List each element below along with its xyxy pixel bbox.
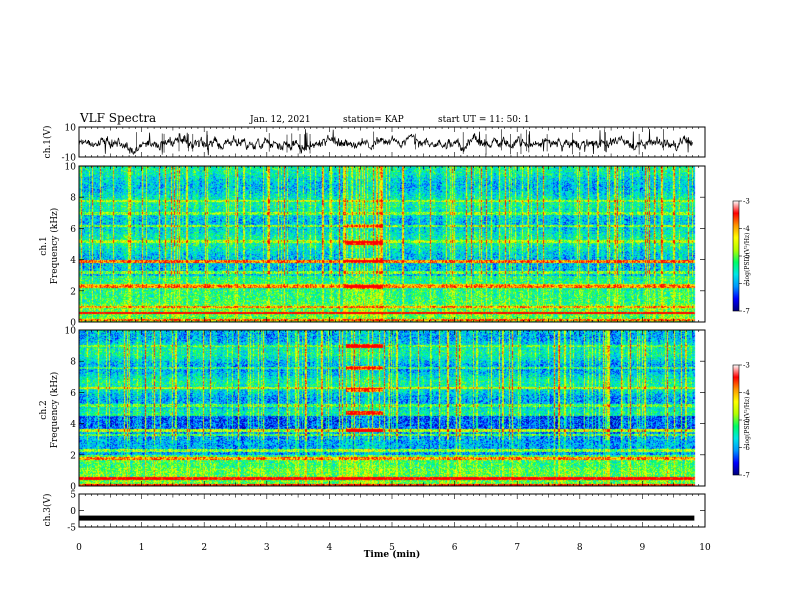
y-tick-label: 8 xyxy=(70,358,76,368)
y-tick-label: 8 xyxy=(70,194,76,204)
ch2-spectrogram-ylabel-line2: Frequency (kHz) xyxy=(49,372,60,449)
x-tick-label: 3 xyxy=(264,543,270,553)
x-tick-label: 2 xyxy=(201,543,207,553)
ch1-waveform-panel: 10 -10 xyxy=(62,124,706,164)
ch2-spectrogram-panel: 0 2 4 6 8 10 xyxy=(65,327,706,493)
y-tick-label: 10 xyxy=(65,327,77,337)
ch1-colorbar-label: log(PSD)(V²/Hz) xyxy=(744,233,751,282)
colorbar-strip xyxy=(732,200,740,312)
y-tick-label: 4 xyxy=(70,256,76,266)
colorbar-tick-label: -7 xyxy=(743,308,750,316)
ch2-spectrogram-ylabel-line1: ch.2 xyxy=(39,400,49,419)
x-tick-label: 5 xyxy=(389,543,395,553)
colorbar-strip xyxy=(732,364,740,476)
ch1-spectrogram-image xyxy=(79,166,705,322)
y-tick-label: 2 xyxy=(70,451,76,461)
colorbar-tick-label: -5 xyxy=(743,253,750,261)
y-tick-label: 0 xyxy=(70,483,76,493)
ch1-waveform-ylabel: ch.1(V) xyxy=(42,126,53,159)
ch2-colorbar-label: log(PSD)(V²/Hz) xyxy=(744,397,751,446)
ch1-spectrogram-ylabel-line1: ch.1 xyxy=(39,236,49,255)
x-tick-label: 9 xyxy=(640,543,646,553)
x-tick-label: 10 xyxy=(699,543,711,553)
ch1-colorbar: -3 -4 -5 -6 -7 xyxy=(732,198,750,316)
figure-station: station= KAP xyxy=(343,115,404,125)
y-tick-label: -5 xyxy=(67,524,76,534)
figure-start-time: start UT = 11: 50: 1 xyxy=(438,115,530,125)
x-tick-label: 0 xyxy=(76,543,82,553)
ch3-waveform-panel: 5 0 -5 xyxy=(67,491,706,534)
y-tick-label: 0 xyxy=(70,319,76,329)
x-tick-label: 8 xyxy=(577,543,583,553)
colorbar-tick-label: -4 xyxy=(743,225,750,233)
x-tick-label: 4 xyxy=(327,543,333,553)
y-tick-label: 0 xyxy=(70,507,76,517)
colorbar-tick-label: -3 xyxy=(743,198,750,206)
y-tick-label: 5 xyxy=(70,491,76,501)
y-tick-label: 6 xyxy=(70,389,76,399)
colorbar-tick-label: -6 xyxy=(743,444,750,452)
time-axis: 0 1 2 3 4 5 6 7 8 9 10 xyxy=(76,543,711,553)
ch3-waveform-trace xyxy=(79,515,695,521)
y-tick-label: 10 xyxy=(65,163,77,173)
x-tick-label: 6 xyxy=(452,543,458,553)
ch3-waveform-ylabel: ch.3(V) xyxy=(42,494,53,527)
x-tick-label: 1 xyxy=(139,543,145,553)
figure-date: Jan. 12, 2021 xyxy=(249,115,311,125)
colorbar-tick-label: -7 xyxy=(743,472,750,480)
ch1-waveform-line xyxy=(78,128,693,156)
ch1-spectrogram-panel: 0 2 4 6 8 10 xyxy=(65,163,706,329)
colorbar-tick-label: -3 xyxy=(743,362,750,370)
x-tick-label: 7 xyxy=(514,543,520,553)
y-tick-label: 10 xyxy=(65,124,77,134)
colorbar-tick-label: -5 xyxy=(743,417,750,425)
y-tick-label: 2 xyxy=(70,287,76,297)
colorbar-tick-label: -6 xyxy=(743,280,750,288)
y-tick-label: -10 xyxy=(62,154,77,164)
ch2-spectrogram-image xyxy=(79,330,705,486)
ch2-colorbar: -3 -4 -5 -6 -7 xyxy=(732,362,750,480)
y-tick-label: 6 xyxy=(70,225,76,235)
y-tick-label: 4 xyxy=(70,420,76,430)
colorbar-tick-label: -4 xyxy=(743,389,750,397)
figure-title: VLF Spectra xyxy=(79,111,156,125)
ch1-spectrogram-ylabel-line2: Frequency (kHz) xyxy=(49,208,60,285)
time-axis-label: Time (min) xyxy=(364,549,421,560)
